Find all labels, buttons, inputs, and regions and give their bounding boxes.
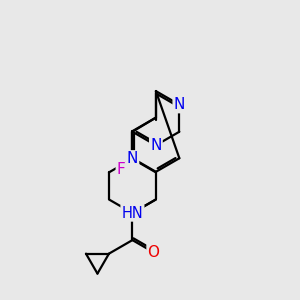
Text: HN: HN (122, 206, 143, 220)
Text: O: O (148, 245, 160, 260)
Text: N: N (174, 97, 185, 112)
Text: N: N (127, 151, 138, 166)
Text: F: F (117, 162, 125, 177)
Text: N: N (150, 138, 162, 153)
